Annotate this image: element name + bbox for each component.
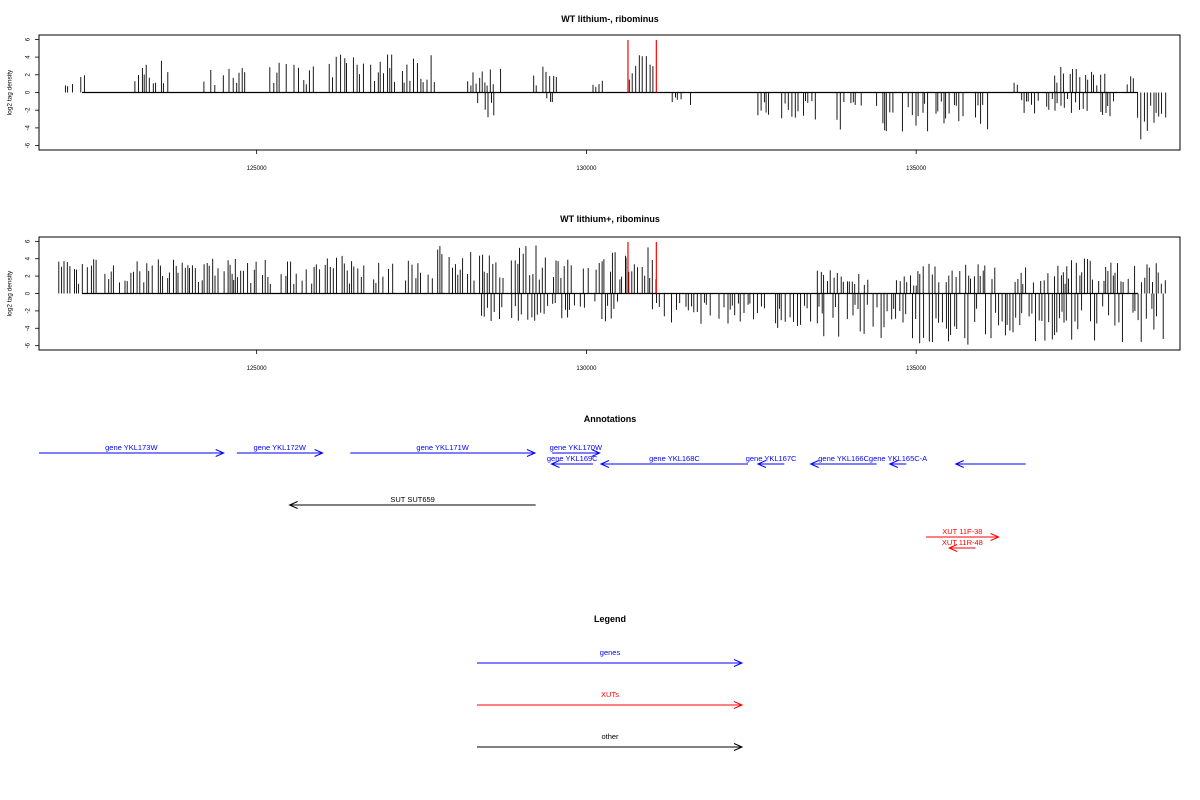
feature-label: gene YKL165C-A bbox=[869, 454, 927, 463]
chart-title: WT lithium-, ribominus bbox=[561, 14, 659, 24]
arrow-head bbox=[599, 460, 610, 468]
x-tick-label: 130000 bbox=[576, 166, 597, 172]
feature-label: gene YKL167C bbox=[746, 454, 797, 463]
y-tick-label: 4 bbox=[26, 256, 32, 260]
feature-arrow bbox=[550, 460, 594, 468]
feature-arrow bbox=[926, 533, 1000, 541]
feature-arrow bbox=[888, 460, 907, 468]
y-axis-label: log2 tag density bbox=[7, 270, 14, 316]
y-tick-label: 0 bbox=[26, 90, 32, 94]
legend-arrow bbox=[477, 743, 744, 751]
annotations-title: Annotations bbox=[584, 414, 637, 424]
feature-arrow bbox=[39, 449, 225, 457]
feature-label: SUT SUT659 bbox=[390, 495, 434, 504]
arrow-head bbox=[215, 449, 225, 457]
legend-label: other bbox=[601, 732, 619, 741]
arrow-head bbox=[733, 659, 744, 667]
feature-arrow bbox=[954, 460, 1026, 468]
arrow-head bbox=[733, 743, 744, 751]
y-tick-label: 2 bbox=[26, 274, 32, 278]
x-tick-label: 125000 bbox=[247, 166, 268, 172]
legend-arrow bbox=[477, 701, 744, 709]
chart-title: WT lithium+, ribominus bbox=[560, 214, 660, 224]
legend-label: genes bbox=[600, 648, 621, 657]
feature-arrow bbox=[236, 449, 324, 457]
feature-label: gene YKL169C bbox=[547, 454, 598, 463]
feature-arrow bbox=[809, 460, 877, 468]
arrow-head bbox=[888, 460, 899, 468]
y-tick-label: 4 bbox=[26, 55, 32, 59]
feature-arrow bbox=[599, 460, 749, 468]
coverage-panel-lithium-plus: WT lithium+, ribominus 6 4 2 0 -2 -4 -6 log2 tag… bbox=[7, 214, 1181, 372]
y-tick-label: -4 bbox=[26, 325, 32, 331]
annotations-panel: Annotations gene YKL173W gene YKL172W gene… bbox=[39, 414, 1026, 552]
legend-title: Legend bbox=[594, 614, 626, 624]
feature-arrow bbox=[756, 460, 785, 468]
feature-arrow bbox=[947, 544, 976, 552]
arrow-head bbox=[550, 460, 560, 468]
arrow-head bbox=[314, 449, 324, 457]
x-tick-label: 135000 bbox=[906, 366, 927, 372]
y-tick-label: 2 bbox=[26, 72, 32, 76]
y-tick-label: -6 bbox=[26, 142, 32, 148]
y-tick-label: -6 bbox=[26, 342, 32, 348]
feature-label: gene YKL172W bbox=[254, 443, 307, 452]
arrow-head bbox=[733, 701, 744, 709]
feature-label: XUT 11R-48 bbox=[942, 538, 983, 547]
feature-label: XUT 11F-38 bbox=[942, 527, 982, 536]
feature-arrow bbox=[552, 449, 601, 457]
y-tick-label: -2 bbox=[26, 308, 32, 314]
y-tick-label: 0 bbox=[26, 291, 32, 295]
feature-arrow bbox=[350, 449, 537, 457]
arrow-head bbox=[809, 460, 819, 468]
coverage-bars bbox=[58, 245, 1166, 345]
arrow-head bbox=[591, 449, 601, 457]
feature-label: gene YKL168C bbox=[649, 454, 700, 463]
x-tick-label: 130000 bbox=[576, 366, 597, 372]
arrow-head bbox=[526, 449, 537, 457]
arrow-head bbox=[756, 460, 767, 468]
feature-label: gene YKL173W bbox=[105, 443, 158, 452]
y-tick-label: 6 bbox=[26, 239, 32, 243]
feature-label: gene YKL171W bbox=[416, 443, 469, 452]
coverage-bars bbox=[64, 54, 1167, 140]
x-tick-label: 135000 bbox=[906, 166, 927, 172]
feature-label: gene YKL170W bbox=[550, 443, 603, 452]
arrow-head bbox=[947, 544, 958, 552]
arrow-head bbox=[954, 460, 964, 468]
arrow-head bbox=[288, 501, 298, 509]
feature-arrow bbox=[288, 501, 536, 509]
legend-arrow bbox=[477, 659, 744, 667]
y-axis-label: log2 tag density bbox=[7, 69, 14, 115]
y-tick-label: -2 bbox=[26, 107, 32, 113]
legend-panel: Legend genes XUTs other bbox=[477, 614, 744, 751]
x-tick-label: 125000 bbox=[247, 366, 268, 372]
arrow-head bbox=[990, 533, 1000, 541]
coverage-panel-lithium-minus: WT lithium-, ribominus 6 4 2 0 -2 -4 -6 log2 tag… bbox=[7, 14, 1181, 172]
feature-label: gene YKL166C bbox=[818, 454, 869, 463]
y-tick-label: -4 bbox=[26, 125, 32, 131]
legend-label: XUTs bbox=[601, 690, 619, 699]
y-tick-label: 6 bbox=[26, 37, 32, 41]
